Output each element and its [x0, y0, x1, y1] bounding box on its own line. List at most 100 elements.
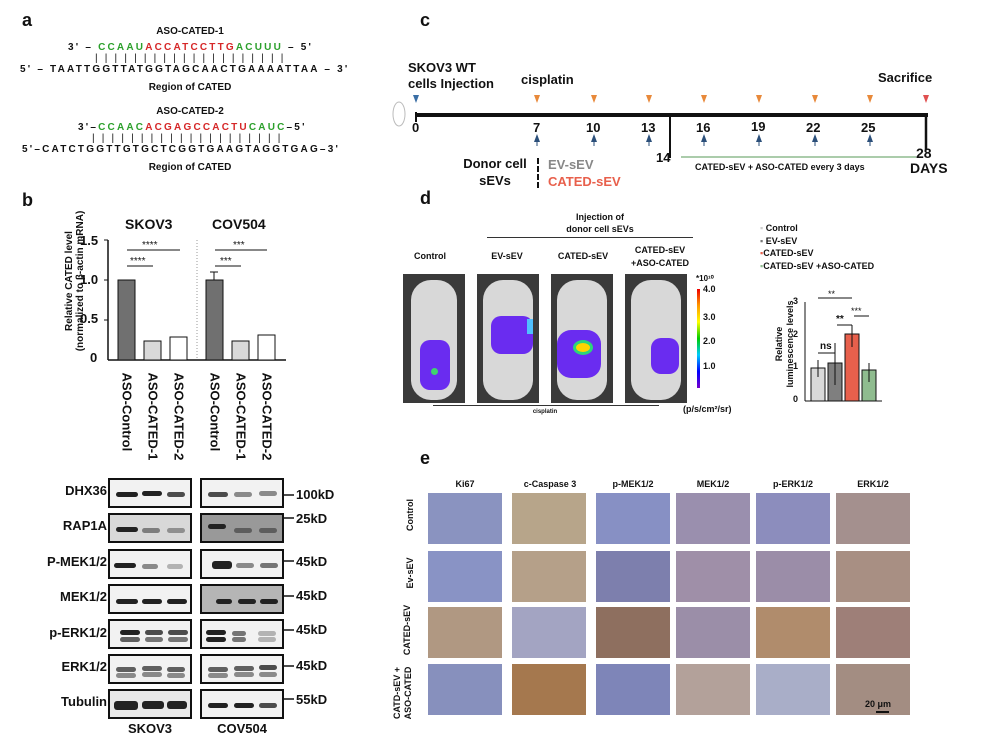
sig-label: **** [142, 240, 158, 251]
sig-label: ns [820, 341, 832, 352]
divider [537, 158, 539, 188]
day-tick: 0 [412, 120, 420, 135]
blot-label: RAP1A [62, 518, 107, 533]
blot-label: DHX36 [65, 483, 107, 498]
scale-tick: 1.0 [703, 361, 716, 371]
sig-label: **** [130, 256, 146, 267]
injection-label: SKOV3 WT cells Injection [408, 60, 494, 91]
sig-label: *** [220, 256, 232, 267]
blot-label: P-MEK1/2 [47, 554, 107, 569]
qpcr-plot [104, 239, 286, 361]
group-bar [487, 237, 693, 238]
day-tick: 25 [861, 120, 876, 135]
mouse-image [403, 274, 465, 403]
scale-exponent: *10¹⁰ [696, 274, 714, 283]
aso2-top-seq: 3'–CCAACACGAGCCACTUCAUC–5' [78, 122, 307, 133]
cisplatin-label: cisplatin [521, 72, 574, 87]
injection-header: Injection of donor cell sEVs [566, 212, 634, 234]
blot-group-label: COV504 [217, 721, 267, 736]
aso1-top-seq: 3' – CCAAUACCATCCTTGACUUU – 5' [68, 42, 314, 53]
panel-label-b: b [22, 190, 33, 210]
aso1-title: ASO-CATED-1 [156, 26, 224, 37]
lum-y-label: Relative luminescence levels [774, 300, 795, 388]
kd-label: 45kD [296, 588, 328, 603]
blot-label: Tubulin [61, 694, 107, 709]
y-tick: 0 [793, 394, 799, 404]
kd-marker-lines [284, 494, 294, 700]
aso1-bottom-seq: 5' – TAATTGGTTATGGTAGCAACTGAAAATTAA – 3' [20, 64, 350, 75]
scale-bar [876, 711, 889, 713]
treatment-label: CATED-sEV + ASO-CATED every 3 days [695, 162, 865, 172]
group-label-cov504: COV504 [212, 216, 266, 232]
sig-label: *** [851, 306, 862, 316]
scale-tick: 3.0 [703, 312, 716, 322]
ev-sev-legend: EV-sEV [548, 157, 594, 172]
kd-label: 55kD [296, 692, 328, 707]
scale-tick: 4.0 [703, 284, 716, 294]
x-label: ASO-CATED-2 [259, 372, 275, 461]
scale-unit: (p/s/cm²/sr) [683, 404, 732, 414]
kd-label: 45kD [296, 658, 328, 673]
chart-legend: ▪ Control ▪ EV-sEV ▪CATED-sEV ▪CATED-sEV… [760, 223, 875, 271]
day-tick: 13 [641, 120, 656, 135]
ihc-row-label: Control [405, 499, 415, 531]
kd-label: 45kD [296, 554, 328, 569]
ihc-col-label: ERK1/2 [857, 479, 889, 489]
day-28: 28 [916, 145, 932, 161]
aso1-region: Region of CATED [148, 82, 232, 93]
ihc-col-label: MEK1/2 [696, 479, 730, 489]
ihc-col-label: p-MEK1/2 [612, 479, 654, 489]
y-tick: 0.5 [80, 311, 99, 326]
blot-label: ERK1/2 [61, 659, 107, 674]
mouse-image [625, 274, 687, 403]
panel-label-d: d [420, 188, 431, 208]
ihc-row-label: CATD-sEV + ASO-CATED [392, 666, 413, 720]
aso2-bottom-seq: 5'–CATCTGGTTGTGCTCGGTGAAGTAGGTGAG–3' [22, 144, 341, 155]
x-label: ASO-CATED-1 [233, 372, 249, 461]
aso2-region: Region of CATED [148, 162, 232, 173]
day-tick: 22 [806, 120, 821, 135]
y-tick: 1.0 [80, 272, 99, 287]
ihc-col-label: p-ERK1/2 [772, 479, 813, 489]
blot-group-label: SKOV3 [127, 721, 173, 736]
mouse-image [551, 274, 613, 403]
kd-label: 25kD [296, 511, 328, 526]
group-label-skov3: SKOV3 [125, 216, 173, 232]
sig-label: *** [233, 240, 245, 251]
scale-tick: 2.0 [703, 336, 716, 346]
kd-label: 100kD [296, 487, 335, 502]
y-tick: 1 [793, 361, 799, 371]
panel-label-e: e [420, 448, 431, 468]
ihc-row-label: Ev-sEV [405, 557, 415, 589]
day-tick: 10 [586, 120, 601, 135]
cisplatin-caption: cisplatin [532, 409, 558, 415]
panel-label-c: c [420, 10, 431, 30]
aso1-pairs: | | | | | | | | | | | | | | | | | | | | [95, 53, 286, 64]
sig-label: ** [836, 314, 844, 325]
ihc-col-label: c-Caspase 3 [523, 479, 577, 489]
sig-label: ** [828, 289, 836, 299]
mouse-image [477, 274, 539, 403]
aso2-pairs: | | | | | | | | | | | | | | | | | | | | [92, 133, 283, 144]
y-tick: 0 [90, 350, 98, 365]
panel-label-a: a [22, 10, 33, 30]
scale-bar-label: 20 μm [865, 699, 892, 709]
day-14: 14 [656, 150, 671, 165]
y-tick: 3 [793, 296, 799, 306]
lum-plot [804, 297, 882, 402]
aso2-title: ASO-CATED-2 [156, 106, 224, 117]
cated-sev-legend: CATED-sEV [548, 174, 621, 189]
y-tick: 2 [793, 329, 799, 339]
cisplatin-bar [433, 405, 659, 406]
donor-label: Donor cell sEVs [463, 156, 527, 188]
ihc-col-label: Ki67 [455, 479, 475, 489]
day-tick: 7 [533, 120, 541, 135]
x-label: ASO-CATED-2 [171, 372, 187, 461]
image-label: EV-sEV [491, 251, 523, 261]
sacrifice-label: Sacrifice [878, 70, 933, 85]
kd-label: 45kD [296, 622, 328, 637]
x-label: ASO-CATED-1 [145, 372, 161, 461]
blot-label: MEK1/2 [60, 589, 107, 604]
image-label: CATED-sEV [557, 251, 609, 261]
timeline-axis [392, 95, 929, 158]
